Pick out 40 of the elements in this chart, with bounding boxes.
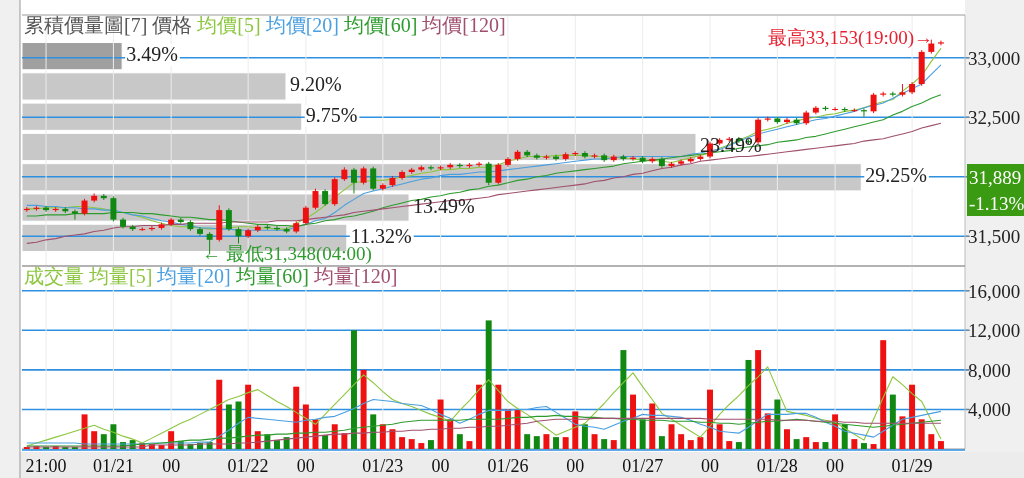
text: 均量[20] xyxy=(156,265,236,287)
x-tick-label: 00 xyxy=(826,456,845,476)
text: 均價[5] xyxy=(196,14,266,36)
y-tick-label: 33,000 xyxy=(968,47,1021,69)
text: 均價[120] xyxy=(421,14,506,36)
data-label: 9.75% xyxy=(305,103,358,126)
x-tick-label: 00 xyxy=(296,456,315,476)
x-tick-label: 01/27 xyxy=(622,456,664,476)
text: -1.13% xyxy=(969,193,1024,214)
chart-title: 成交量 xyxy=(24,265,89,287)
y-tick-label: 31,500 xyxy=(968,226,1021,248)
x-tick-label: 00 xyxy=(566,456,585,476)
data-label: 11.32% xyxy=(350,224,412,247)
data-label: 3.49% xyxy=(126,43,178,66)
x-tick-label: 21:00 xyxy=(25,456,67,476)
data-label: 13.49% xyxy=(413,194,475,217)
text: 均量[60] xyxy=(234,265,314,287)
text: 均價[20] xyxy=(264,14,344,36)
chart-title: 累積價量圖[7] 價格 xyxy=(24,14,198,36)
x-tick-label: 00 xyxy=(431,456,450,476)
y-tick-label: 4,000 xyxy=(968,399,1011,421)
y-tick-label: 32,500 xyxy=(968,107,1021,129)
x-tick-label: 01/21 xyxy=(92,456,134,476)
x-tick-label: 01/23 xyxy=(362,456,404,476)
x-tick-label: 01/29 xyxy=(891,456,933,476)
text: 均價[60] xyxy=(342,14,423,36)
x-tick-label: 01/26 xyxy=(487,456,529,476)
x-tick-label: 01/22 xyxy=(227,456,269,476)
x-tick-label: 00 xyxy=(162,456,181,476)
annotation: 最高33,153(19:00)→ xyxy=(767,27,933,49)
text: 31,889 xyxy=(969,167,1022,188)
data-label: 29.25% xyxy=(865,164,927,187)
text: 均量[5] xyxy=(88,265,158,287)
data-label: 9.20% xyxy=(289,73,342,96)
y-tick-label: 12,000 xyxy=(968,320,1021,342)
x-tick-label: 01/28 xyxy=(756,456,798,476)
text: 均量[120] xyxy=(312,265,398,287)
y-tick-label: 8,000 xyxy=(968,359,1011,381)
x-tick-label: 00 xyxy=(701,456,720,476)
y-tick-label: 16,000 xyxy=(968,280,1021,302)
